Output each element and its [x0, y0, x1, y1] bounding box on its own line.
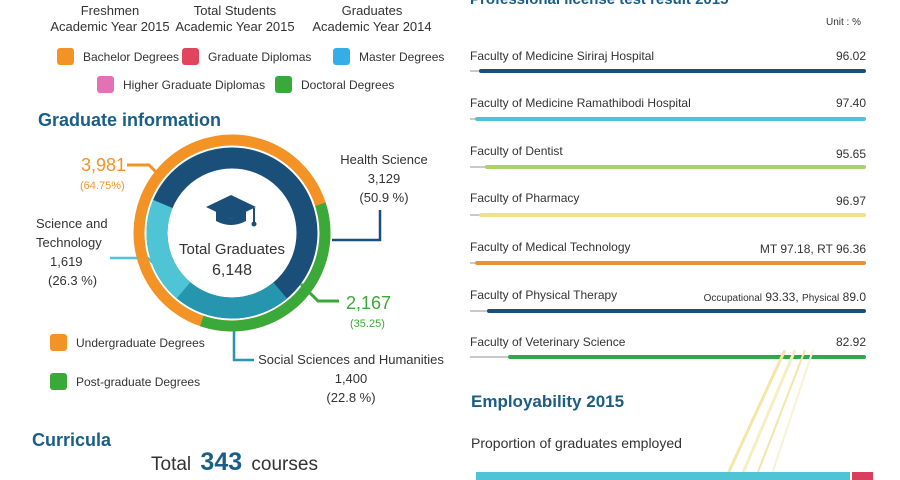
legend-higher-graduate-label: Higher Graduate Diplomas — [123, 77, 266, 92]
faculty-value: 96.97 — [835, 194, 866, 208]
connector-social — [232, 326, 254, 362]
graduate-donut-chart — [110, 134, 382, 362]
header-freshmen-line1: Freshmen — [80, 3, 140, 18]
bar-fill — [475, 261, 866, 265]
faculty-value: 96.02 — [835, 49, 866, 63]
health-annotation: Health Science 3,129 (50.9 %) — [336, 150, 432, 207]
legend-postgraduate-label: Post-graduate Degrees — [76, 374, 201, 389]
bar-fill — [479, 69, 866, 73]
legend-master-swatch — [333, 48, 350, 65]
legend-undergraduate: Undergraduate Degrees — [50, 334, 205, 351]
legend-bachelor-label: Bachelor Degrees — [83, 49, 180, 64]
header-freshmen: Freshmen Academic Year 2015 — [40, 3, 180, 35]
faculty-name: Faculty of Medicine Ramathibodi Hospital — [470, 96, 691, 110]
faculty-name: Faculty of Dentist — [470, 144, 563, 158]
physical-value: 89.0 — [842, 290, 866, 304]
total-graduates-label: Total Graduates — [179, 241, 285, 258]
legend-postgraduate-swatch — [50, 373, 67, 390]
bar-fill — [485, 165, 866, 169]
header-freshmen-line2: Academic Year 2015 — [50, 19, 170, 34]
legend-graduate-diplomas-label: Graduate Diplomas — [208, 49, 312, 64]
header-graduates-line1: Graduates — [341, 3, 403, 18]
ring-social — [146, 147, 318, 319]
health-value: 3,129 — [367, 171, 401, 186]
social-annotation: Social Sciences and Humanities 1,400 (22… — [255, 350, 447, 407]
physical-label: Physical — [802, 293, 840, 304]
legend-undergraduate-label: Undergraduate Degrees — [76, 335, 205, 350]
connector-health — [332, 210, 382, 242]
legend-higher-graduate-swatch — [97, 76, 114, 93]
science-annotation: Science and Technology 1,619 (26.3 %) — [36, 214, 112, 290]
curricula-title: Curricula — [32, 430, 112, 450]
faculty-value: Occupational 93.33, Physical 89.0 — [704, 290, 866, 304]
science-pct: (26.3 %) — [48, 273, 98, 288]
faculty-value: MT 97.18, RT 96.36 — [759, 242, 866, 256]
science-name-line2: Technology — [36, 235, 102, 250]
graduation-cap-icon — [206, 195, 257, 227]
unit-label: Unit : % — [826, 17, 862, 28]
employed-bar — [476, 472, 850, 480]
faculty-value: 97.40 — [835, 96, 866, 110]
occupational-value: 93.33, — [765, 290, 799, 304]
header-total-students: Total Students Academic Year 2015 — [165, 3, 305, 35]
legend-undergraduate-swatch — [50, 334, 67, 351]
legend-bachelor: Bachelor Degrees — [57, 48, 179, 65]
faculty-name: Faculty of Medicine Siriraj Hospital — [470, 49, 655, 63]
legend-higher-graduate: Higher Graduate Diplomas — [97, 76, 265, 93]
faculty-name: Faculty of Medical Technology — [470, 240, 631, 254]
bar-fill — [508, 355, 866, 359]
employability-subtitle: Proportion of graduates employed — [471, 435, 682, 451]
legend-doctoral-label: Doctoral Degrees — [301, 77, 395, 92]
undergrad-pct: (64.75%) — [80, 180, 125, 192]
curricula-total: Total 343 courses — [151, 448, 318, 477]
social-name: Social Sciences and Humanities — [258, 352, 444, 367]
ring-center — [168, 169, 296, 297]
connector-undergrad — [127, 163, 158, 174]
postgrad-value: 2,167 — [346, 293, 392, 313]
graduate-info-title: Graduate information — [38, 110, 222, 130]
license-title: Professional license test result 2015 — [470, 0, 728, 8]
faculty-name: Faculty of Veterinary Science — [470, 335, 626, 349]
unemployed-bar — [852, 472, 873, 480]
decorative-rays — [723, 350, 814, 480]
total-graduates-value: 6,148 — [211, 262, 253, 279]
health-name: Health Science — [340, 152, 428, 167]
donut-center: Total Graduates 6,148 — [168, 239, 296, 281]
undergrad-value: 3,981 — [81, 155, 127, 175]
header-total-line2: Academic Year 2015 — [175, 19, 295, 34]
legend-graduate-diplomas-swatch — [182, 48, 199, 65]
legend-bachelor-swatch — [57, 48, 74, 65]
header-total-line1: Total Students — [193, 3, 277, 18]
postgrad-pct: (35.25) — [350, 318, 385, 330]
health-pct: (50.9 %) — [359, 190, 409, 205]
science-name-line1: Science and — [36, 216, 108, 231]
legend-doctoral-swatch — [275, 76, 292, 93]
legend-doctoral: Doctoral Degrees — [275, 76, 394, 93]
legend-master: Master Degrees — [333, 48, 444, 65]
curricula-total-prefix: Total — [151, 454, 192, 475]
faculty-name: Faculty of Physical Therapy — [470, 288, 618, 302]
header-graduates-line2: Academic Year 2014 — [312, 19, 432, 34]
curricula-total-number: 343 — [200, 448, 243, 476]
bar-fill — [475, 117, 866, 121]
social-value: 1,400 — [334, 371, 368, 386]
science-value: 1,619 — [50, 254, 83, 269]
faculty-value: 82.92 — [835, 335, 866, 349]
header-graduates: Graduates Academic Year 2014 — [302, 3, 442, 35]
legend-master-label: Master Degrees — [359, 49, 445, 64]
legend-postgraduate: Post-graduate Degrees — [50, 373, 200, 390]
faculty-name: Faculty of Pharmacy — [470, 191, 580, 205]
bar-fill — [479, 213, 866, 217]
curricula-total-suffix: courses — [251, 454, 318, 475]
employability-title: Employability 2015 — [471, 392, 625, 411]
social-pct: (22.8 %) — [326, 390, 376, 405]
occupational-label: Occupational — [703, 293, 762, 304]
bar-fill — [487, 309, 866, 313]
legend-graduate-diplomas: Graduate Diplomas — [182, 48, 311, 65]
faculty-value: 95.65 — [835, 147, 866, 161]
